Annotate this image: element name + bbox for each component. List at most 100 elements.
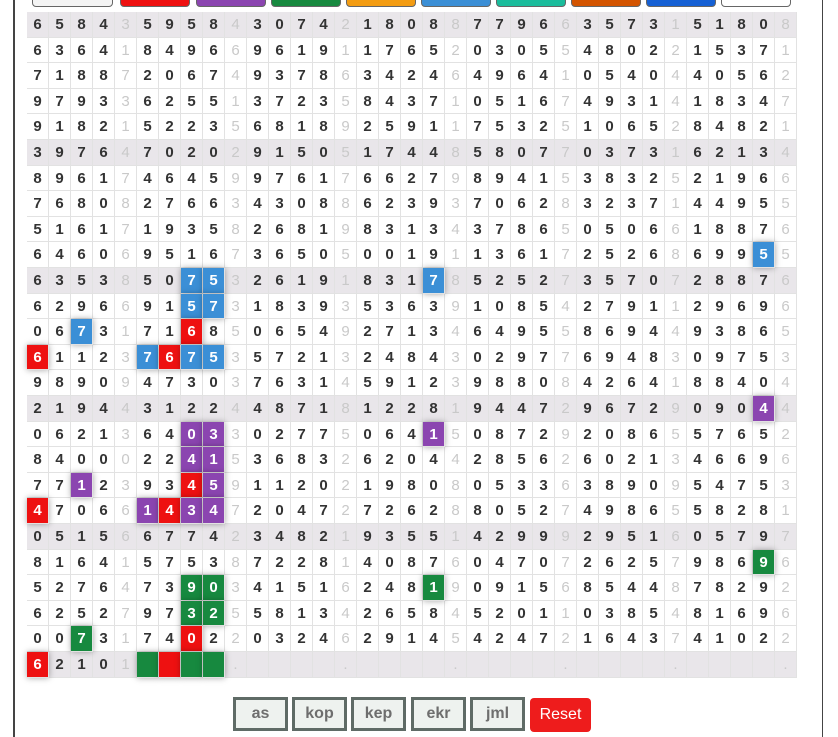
cell[interactable]: 2 [665,37,687,64]
cell[interactable]: 4 [247,396,269,422]
cell[interactable]: 6 [137,88,159,115]
cell[interactable]: 3 [115,421,137,448]
cell[interactable]: 0 [269,498,291,524]
cell[interactable]: 5 [533,319,555,345]
cell[interactable]: 9 [467,370,489,396]
cell[interactable]: 7 [687,575,709,601]
cell[interactable]: 2 [357,344,379,371]
cell[interactable]: 9 [379,472,401,499]
cell[interactable] [577,652,599,678]
cell[interactable]: 1 [445,88,467,115]
cell[interactable]: 3 [423,293,445,320]
cell[interactable]: 2 [643,396,665,422]
cell[interactable]: . [775,652,797,678]
cell[interactable]: 0 [599,421,621,448]
cell[interactable]: 2 [489,268,511,294]
cell[interactable]: 8 [599,472,621,499]
cell[interactable]: 3 [621,191,643,217]
cell[interactable]: 1 [335,268,357,294]
cell[interactable]: 0 [467,344,489,371]
cell[interactable]: 6 [49,319,71,345]
cell[interactable]: 3 [313,600,335,627]
cell[interactable]: 5 [247,600,269,627]
highlighted-cell[interactable]: 7 [71,626,93,652]
cell[interactable]: 4 [467,524,489,550]
cell[interactable]: 8 [115,191,137,217]
cell[interactable]: 6 [731,293,753,320]
cell[interactable]: 7 [159,549,181,576]
highlighted-cell[interactable]: 9 [753,549,775,576]
cell[interactable] [467,652,489,678]
cell[interactable]: 4 [137,370,159,396]
cell[interactable]: 5 [665,165,687,192]
cell[interactable]: 6 [181,63,203,89]
cell[interactable]: 5 [203,88,225,115]
cell[interactable]: 0 [511,600,533,627]
cell[interactable]: 7 [159,191,181,217]
cell[interactable]: 3 [159,575,181,601]
cell[interactable]: 4 [687,191,709,217]
cell[interactable]: 4 [379,575,401,601]
cell[interactable]: 2 [313,524,335,550]
cell[interactable]: 8 [489,421,511,448]
cell[interactable]: 7 [621,140,643,166]
highlighted-cell[interactable]: 1 [423,575,445,601]
cell[interactable]: 7 [467,114,489,140]
cell[interactable]: 5 [533,575,555,601]
cell[interactable]: 1 [445,242,467,268]
cell[interactable]: 2 [401,396,423,422]
cell[interactable]: 1 [269,575,291,601]
cell[interactable]: 9 [753,447,775,473]
cell[interactable]: 9 [555,524,577,550]
cell[interactable]: 0 [731,626,753,652]
cell[interactable] [709,652,731,678]
cell[interactable]: 4 [621,63,643,89]
cell[interactable]: 2 [555,447,577,473]
cell[interactable]: 2 [357,114,379,140]
cell[interactable]: 3 [445,344,467,371]
cell[interactable]: 2 [137,191,159,217]
cell[interactable]: 1 [533,600,555,627]
cell[interactable]: 3 [731,37,753,64]
cell[interactable]: 2 [137,63,159,89]
cell[interactable]: 6 [27,37,49,64]
cell[interactable]: 2 [489,524,511,550]
cell[interactable]: 7 [731,472,753,499]
cell[interactable]: 3 [137,396,159,422]
cell[interactable]: 3 [577,191,599,217]
cell[interactable]: 9 [335,216,357,243]
cell[interactable]: 7 [731,524,753,550]
cell[interactable]: 6 [511,191,533,217]
cell[interactable]: 3 [379,216,401,243]
cell[interactable]: 8 [709,549,731,576]
cell[interactable]: 8 [269,293,291,320]
cell[interactable]: 4 [247,575,269,601]
cell[interactable]: 8 [423,396,445,422]
cell[interactable]: 7 [49,88,71,115]
cell[interactable]: 3 [643,626,665,652]
cell[interactable]: 4 [577,88,599,115]
cell[interactable]: 5 [555,114,577,140]
cell[interactable]: 2 [357,575,379,601]
cell[interactable]: 1 [423,114,445,140]
cell[interactable]: 9 [335,319,357,345]
cell[interactable]: 5 [753,421,775,448]
cell[interactable]: 8 [379,12,401,38]
cell[interactable]: 8 [621,600,643,627]
cell[interactable]: 0 [687,396,709,422]
cell[interactable]: 4 [115,396,137,422]
cell[interactable]: 3 [247,242,269,268]
cell[interactable]: 9 [687,319,709,345]
cell[interactable]: 7 [555,242,577,268]
cell[interactable]: 7 [357,498,379,524]
cell[interactable]: 2 [533,421,555,448]
cell[interactable]: 8 [27,549,49,576]
cell[interactable]: 8 [577,319,599,345]
cell[interactable]: 7 [775,88,797,115]
highlighted-cell[interactable]: 6 [27,344,49,371]
cell[interactable]: 7 [137,575,159,601]
cell[interactable]: 2 [269,549,291,576]
cell[interactable]: 6 [27,268,49,294]
cell[interactable]: 2 [379,396,401,422]
cell[interactable]: 2 [423,370,445,396]
